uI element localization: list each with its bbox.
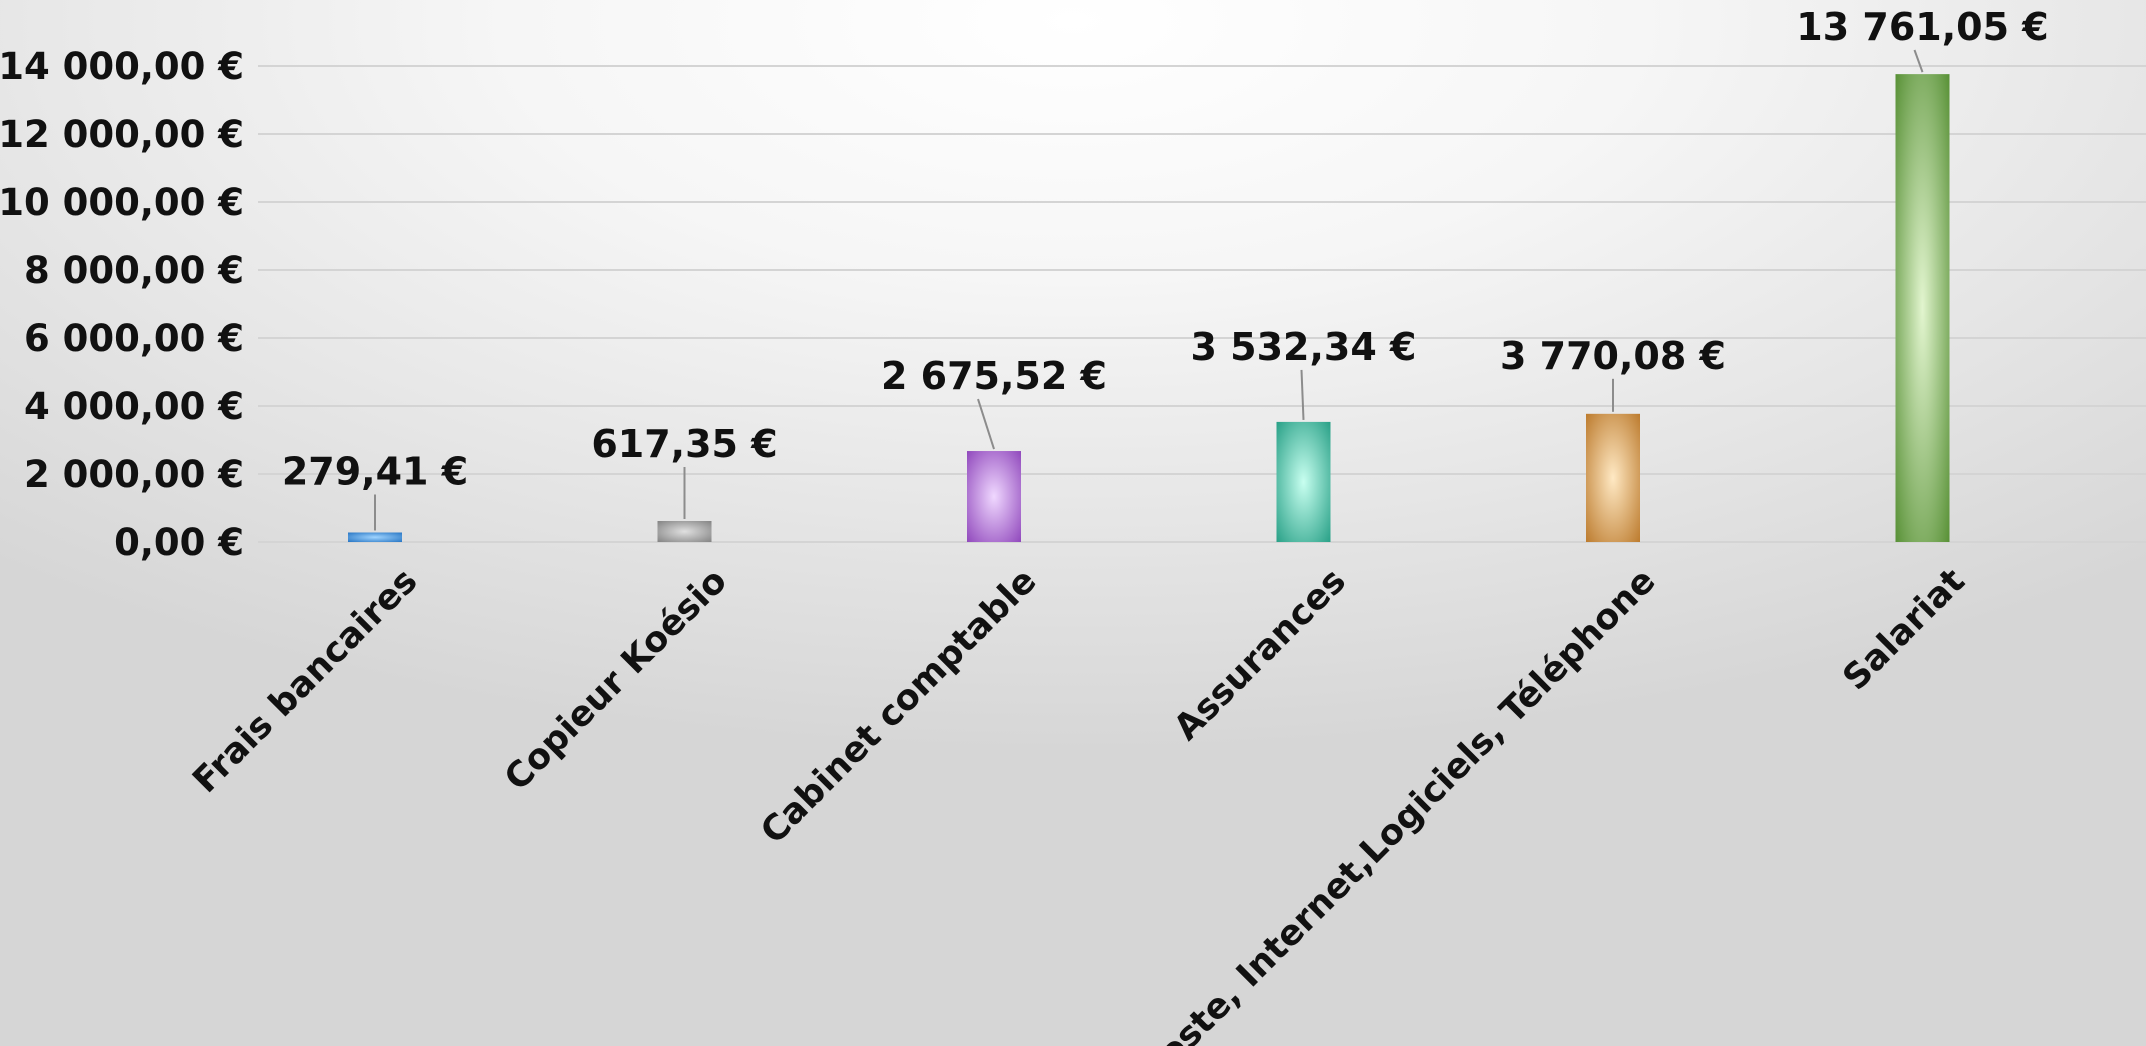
data-label: 3 770,08 € (1500, 334, 1726, 378)
bar-5 (1586, 413, 1640, 542)
y-tick-label: 4 000,00 € (24, 385, 244, 428)
category-label: Salariat (1836, 561, 1973, 698)
y-tick-label: 14 000,00 € (0, 45, 244, 88)
y-tick-label: 8 000,00 € (24, 249, 244, 292)
leader-line (1913, 49, 1924, 73)
bar-1 (348, 532, 402, 542)
leader-line (977, 398, 995, 450)
data-label: 617,35 € (591, 422, 777, 466)
leader-line (1300, 369, 1305, 420)
category-label: Assurances (1167, 561, 1354, 748)
bars (348, 74, 1950, 542)
y-tick-label: 2 000,00 € (24, 453, 244, 496)
y-tick-label: 12 000,00 € (0, 113, 244, 156)
gridlines (258, 65, 2146, 543)
category-label: Frais bancaires (185, 561, 425, 801)
bar-2 (657, 521, 712, 542)
data-label: 2 675,52 € (881, 354, 1107, 398)
x-axis-category-labels: Frais bancaires Copieur Koésio Cabinet com… (185, 561, 1972, 1046)
y-tick-label: 0,00 € (114, 521, 244, 564)
data-label: 13 761,05 € (1796, 5, 2048, 49)
category-label: Cabinet comptable (753, 561, 1044, 852)
y-tick-label: 10 000,00 € (0, 181, 244, 224)
bar-6 (1895, 74, 1950, 542)
y-axis-tick-labels: 0,00 € 2 000,00 € 4 000,00 € 6 000,00 € 8 00… (0, 45, 244, 564)
data-label: 279,41 € (282, 450, 468, 494)
y-tick-label: 6 000,00 € (24, 317, 244, 360)
category-label: Copieur Koésio (497, 561, 735, 799)
data-labels: 279,41 € 617,35 € 2 675,52 € 3 532,34 € 3 77… (282, 5, 2049, 494)
bar-3 (967, 451, 1021, 542)
data-label: 3 532,34 € (1191, 325, 1417, 369)
category-label: Poste, Internet,Logiciels, Téléphone (1133, 561, 1664, 1046)
bar-4 (1276, 421, 1331, 542)
data-label-leader-lines (374, 49, 1924, 531)
